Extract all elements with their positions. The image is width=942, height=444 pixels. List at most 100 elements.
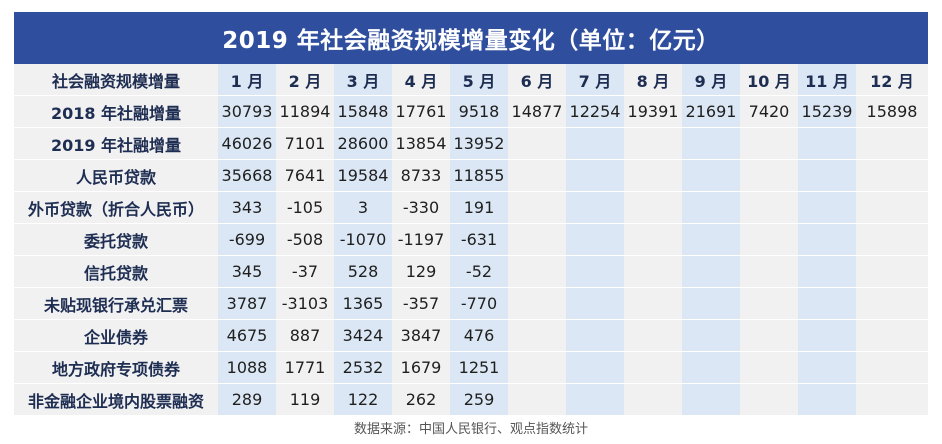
source-note: 数据来源：中国人民银行、观点指数统计: [353, 422, 588, 437]
table-cell: [508, 319, 566, 352]
table-cell: [856, 127, 928, 160]
table-cell: [566, 287, 624, 320]
table-cell: [624, 127, 682, 160]
table-cell: 122: [334, 383, 392, 416]
table-cell: -37: [276, 255, 334, 288]
header-month: 4 月: [392, 64, 450, 96]
table-cell: 1771: [276, 351, 334, 384]
table-cell: 35668: [218, 159, 276, 192]
table-cell: -1070: [334, 223, 392, 256]
table-cell: 3847: [392, 319, 450, 352]
table-cell: [682, 127, 740, 160]
table-row: 信托贷款 345 -37 528 129 -52: [14, 255, 928, 288]
table-row: 2019 年社融增量 46026 7101 28600 13854 13952: [14, 127, 928, 160]
table-cell: 2532: [334, 351, 392, 384]
table-cell: -330: [392, 191, 450, 224]
table-cell: [566, 127, 624, 160]
table-row: 委托贷款 -699 -508 -1070 -1197 -631: [14, 223, 928, 256]
table-cell: 28600: [334, 127, 392, 160]
table-cell: [624, 319, 682, 352]
table-cell: [566, 159, 624, 192]
table-cell: 476: [450, 319, 508, 352]
table-cell: [508, 287, 566, 320]
table-cell: [508, 383, 566, 416]
header-month: 7 月: [566, 64, 624, 96]
table-cell: 1679: [392, 351, 450, 384]
table-cell: [740, 223, 798, 256]
table-cell: [798, 191, 856, 224]
header-month: 1 月: [218, 64, 276, 96]
row-label: 委托贷款: [14, 223, 218, 256]
row-label: 信托贷款: [14, 255, 218, 288]
table-cell: 15239: [798, 95, 856, 128]
page-title: 2019 年社会融资规模增量变化（单位：亿元）: [222, 28, 720, 54]
header-month: 11 月: [798, 64, 856, 96]
table-cell: [682, 287, 740, 320]
table-cell: 19391: [624, 95, 682, 128]
table-cell: [508, 223, 566, 256]
table-cell: [798, 127, 856, 160]
table-cell: 30793: [218, 95, 276, 128]
table-cell: [566, 351, 624, 384]
table-cell: [856, 383, 928, 416]
table-cell: [798, 223, 856, 256]
table-cell: [856, 287, 928, 320]
table-cell: 343: [218, 191, 276, 224]
table-cell: [856, 159, 928, 192]
table-cell: [798, 159, 856, 192]
table-cell: [508, 255, 566, 288]
table-cell: 9518: [450, 95, 508, 128]
header-month: 12 月: [856, 64, 928, 96]
table-cell: [624, 191, 682, 224]
table-cell: [856, 223, 928, 256]
table-cell: [856, 351, 928, 384]
table-cell: [508, 159, 566, 192]
table-cell: 46026: [218, 127, 276, 160]
table-row: 地方政府专项债券 1088 1771 2532 1679 1251: [14, 351, 928, 384]
table-cell: [508, 127, 566, 160]
table-cell: [682, 383, 740, 416]
header-month: 5 月: [450, 64, 508, 96]
table-cell: [682, 255, 740, 288]
table-cell: 1365: [334, 287, 392, 320]
table-cell: [856, 191, 928, 224]
table-cell: [624, 159, 682, 192]
table-row: 外币贷款（折合人民币） 343 -105 3 -330 191: [14, 191, 928, 224]
table-cell: 129: [392, 255, 450, 288]
table-cell: [682, 191, 740, 224]
table-cell: 3787: [218, 287, 276, 320]
header-month: 9 月: [682, 64, 740, 96]
table-cell: -52: [450, 255, 508, 288]
table-cell: [740, 255, 798, 288]
table-cell: 191: [450, 191, 508, 224]
table-cell: 14877: [508, 95, 566, 128]
row-label: 外币贷款（折合人民币）: [14, 191, 218, 224]
table-cell: 7420: [740, 95, 798, 128]
table-cell: [740, 159, 798, 192]
table-cell: [740, 351, 798, 384]
table-cell: [624, 223, 682, 256]
table-cell: [624, 255, 682, 288]
table-row: 非金融企业境内股票融资 289 119 122 262 259: [14, 383, 928, 416]
header-month: 8 月: [624, 64, 682, 96]
table-cell: -699: [218, 223, 276, 256]
table-cell: [682, 159, 740, 192]
table-cell: 7641: [276, 159, 334, 192]
table-cell: 262: [392, 383, 450, 416]
table-cell: [856, 319, 928, 352]
table-cell: [566, 319, 624, 352]
table-row: 未贴现银行承兑汇票 3787 -3103 1365 -357 -770: [14, 287, 928, 320]
table-cell: [740, 287, 798, 320]
header-label: 社会融资规模增量: [14, 64, 218, 96]
table-cell: -1197: [392, 223, 450, 256]
table-cell: [508, 351, 566, 384]
table-cell: [740, 127, 798, 160]
row-label: 地方政府专项债券: [14, 351, 218, 384]
title-bar: 2019 年社会融资规模增量变化（单位：亿元）: [14, 12, 928, 64]
table-cell: 13952: [450, 127, 508, 160]
table-cell: -631: [450, 223, 508, 256]
table-cell: 528: [334, 255, 392, 288]
